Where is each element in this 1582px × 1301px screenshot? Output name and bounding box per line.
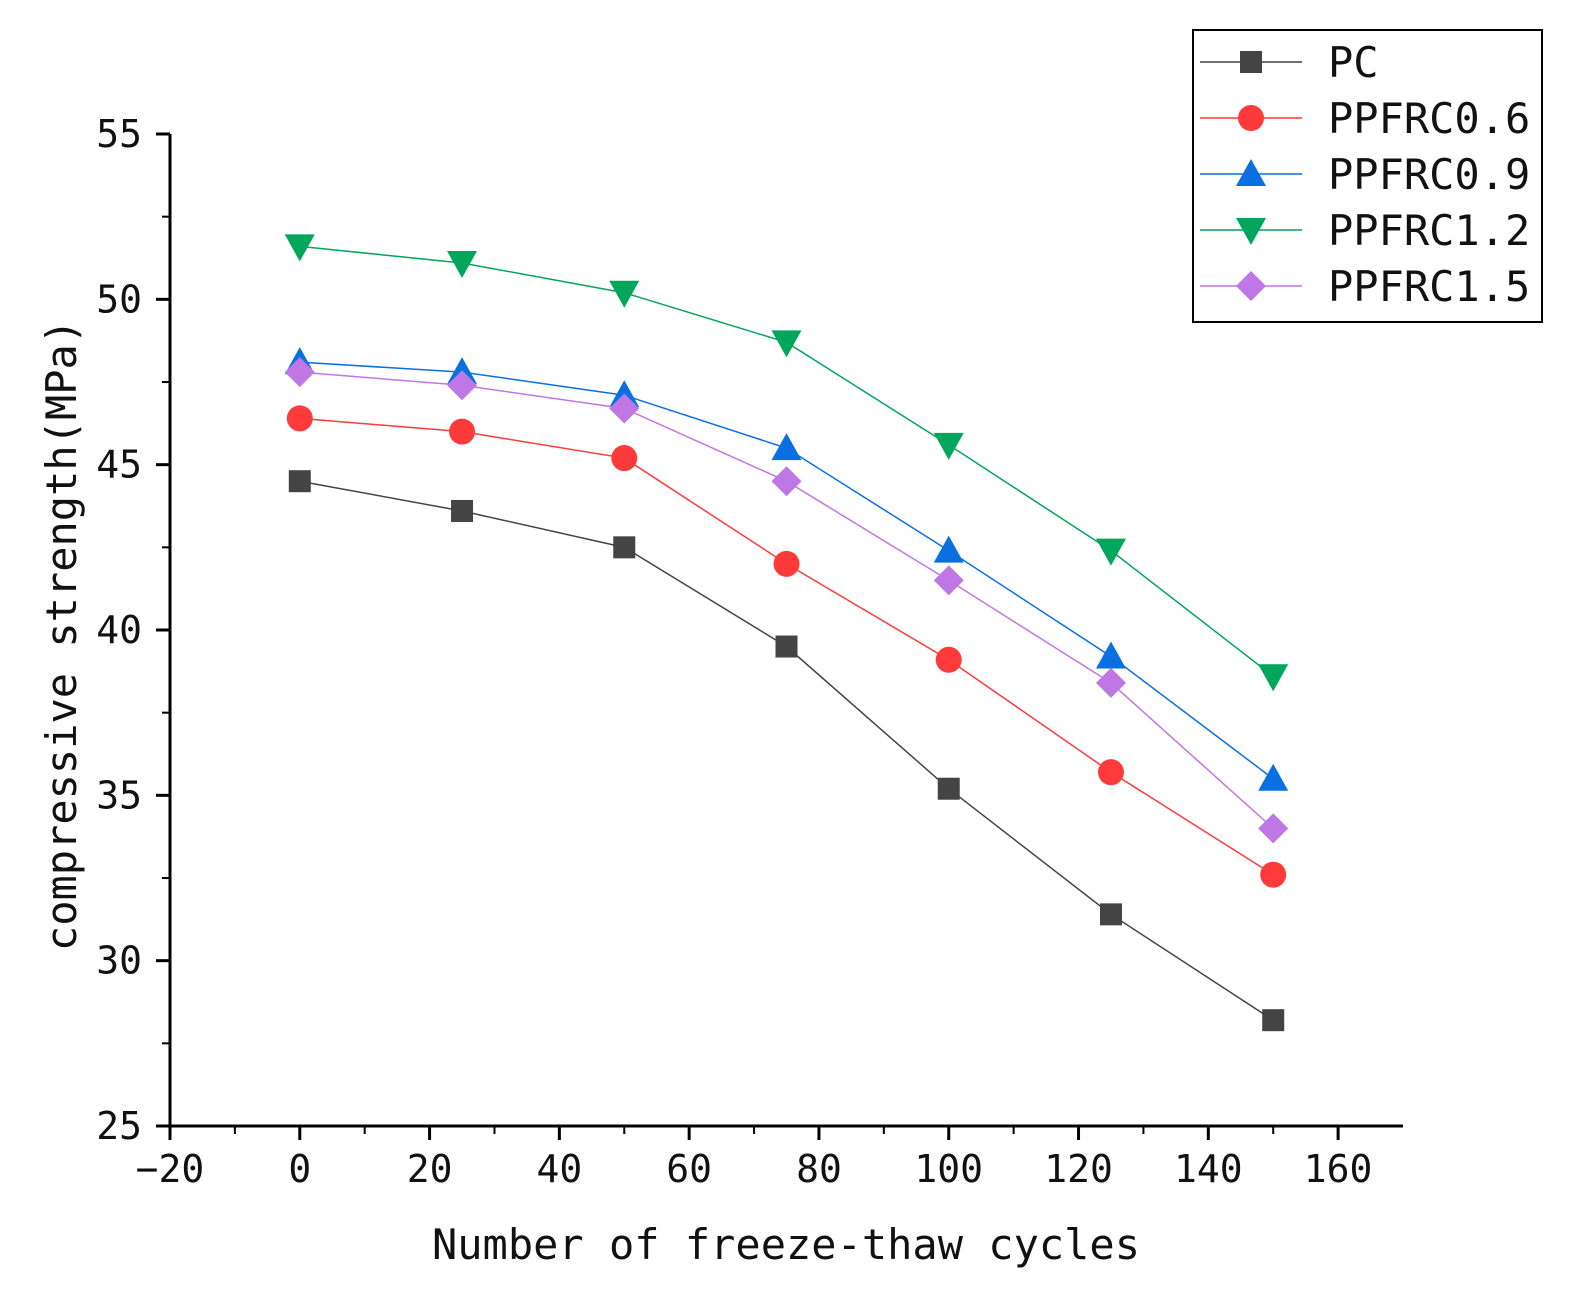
data-point-ppfrc1-2 <box>447 250 478 278</box>
x-tick-label: −20 <box>136 1147 205 1191</box>
legend-marker <box>1236 218 1266 245</box>
data-point-ppfrc1-5 <box>1258 813 1289 844</box>
legend-marker <box>1238 105 1264 131</box>
legend-label: PPFRC1.5 <box>1328 262 1530 311</box>
legend-item-ppfrc1-2: PPFRC1.2 <box>1200 206 1530 255</box>
y-tick-label: 40 <box>96 608 142 652</box>
data-point-ppfrc1-2 <box>771 330 802 358</box>
series-line-ppfrc1-2 <box>299 245 1274 677</box>
data-point-ppfrc0-9 <box>933 535 964 563</box>
legend-item-ppfrc0-6: PPFRC0.6 <box>1200 94 1530 143</box>
legend-label: PC <box>1328 38 1379 87</box>
y-tick-label: 30 <box>96 939 142 983</box>
data-point-ppfrc0-6 <box>935 646 962 673</box>
x-tick-label: 160 <box>1304 1147 1373 1191</box>
series <box>284 234 1289 1032</box>
data-point-ppfrc1-2 <box>609 280 640 308</box>
legend-item-ppfrc1-5: PPFRC1.5 <box>1200 262 1530 311</box>
legend-label: PPFRC0.6 <box>1328 94 1530 143</box>
y-ticks: 25 30 35 40 45 50 55 <box>96 112 170 1148</box>
data-point-ppfrc0-6 <box>1260 861 1287 888</box>
legend-marker <box>1236 159 1266 186</box>
data-point-pc <box>613 536 636 559</box>
data-point-ppfrc0-6 <box>1097 759 1124 786</box>
legend-marker <box>1240 51 1262 73</box>
data-point-ppfrc1-5 <box>609 393 640 424</box>
x-tick-label: 40 <box>536 1147 582 1191</box>
series-pc <box>288 470 1285 1032</box>
data-point-ppfrc0-9 <box>1095 641 1126 669</box>
x-ticks: −20 0 20 40 60 80 100 120 140 160 <box>136 1126 1373 1191</box>
data-point-pc <box>775 635 798 658</box>
data-point-ppfrc0-9 <box>1258 763 1289 791</box>
data-point-ppfrc1-2 <box>1095 538 1126 566</box>
data-point-ppfrc0-6 <box>449 418 476 445</box>
data-point-ppfrc1-5 <box>1095 667 1126 698</box>
data-point-ppfrc1-5 <box>447 370 478 401</box>
data-point-pc <box>288 470 311 493</box>
y-tick-label: 50 <box>96 277 142 321</box>
y-tick-label: 25 <box>96 1104 142 1148</box>
legend-marker <box>1236 271 1266 301</box>
data-point-pc <box>937 777 960 800</box>
y-axis-title: compressive strength(MPa) <box>37 319 86 951</box>
series-ppfrc0-6 <box>286 405 1287 888</box>
data-point-ppfrc0-6 <box>611 445 638 472</box>
data-point-pc <box>451 499 474 522</box>
data-point-ppfrc0-9 <box>771 433 802 461</box>
data-point-ppfrc1-2 <box>284 234 315 262</box>
x-tick-label: 60 <box>666 1147 712 1191</box>
series-ppfrc1-5 <box>284 357 1289 844</box>
legend-label: PPFRC1.2 <box>1328 206 1530 255</box>
series-ppfrc1-2 <box>284 234 1289 692</box>
x-tick-label: 80 <box>796 1147 842 1191</box>
data-point-ppfrc0-6 <box>286 405 313 432</box>
y-tick-label: 55 <box>96 112 142 156</box>
y-tick-label: 45 <box>96 443 142 487</box>
data-point-ppfrc0-6 <box>773 550 800 577</box>
data-point-ppfrc1-2 <box>1258 664 1289 692</box>
x-tick-label: 20 <box>407 1147 453 1191</box>
data-point-ppfrc1-2 <box>933 432 964 460</box>
x-axis-title: Number of freeze-thaw cycles <box>432 1220 1140 1269</box>
data-point-pc <box>1099 903 1122 926</box>
legend-label: PPFRC0.9 <box>1328 150 1530 199</box>
x-tick-label: 100 <box>914 1147 983 1191</box>
x-tick-label: 140 <box>1174 1147 1243 1191</box>
legend-item-ppfrc0-9: PPFRC0.9 <box>1200 150 1530 199</box>
data-point-ppfrc1-5 <box>284 357 315 388</box>
data-point-pc <box>1262 1009 1285 1032</box>
x-tick-label: 120 <box>1044 1147 1113 1191</box>
data-point-ppfrc1-5 <box>933 565 964 596</box>
legend: PC PPFRC0.6 PPFRC0.9 PPFRC1.2 PPFRC1.5 <box>1192 29 1543 323</box>
x-tick-label: 0 <box>288 1147 311 1191</box>
y-tick-label: 35 <box>96 773 142 817</box>
data-point-ppfrc1-5 <box>771 466 802 497</box>
legend-entries: PC PPFRC0.6 PPFRC0.9 PPFRC1.2 PPFRC1.5 <box>1200 38 1530 311</box>
legend-item-pc: PC <box>1200 38 1379 87</box>
